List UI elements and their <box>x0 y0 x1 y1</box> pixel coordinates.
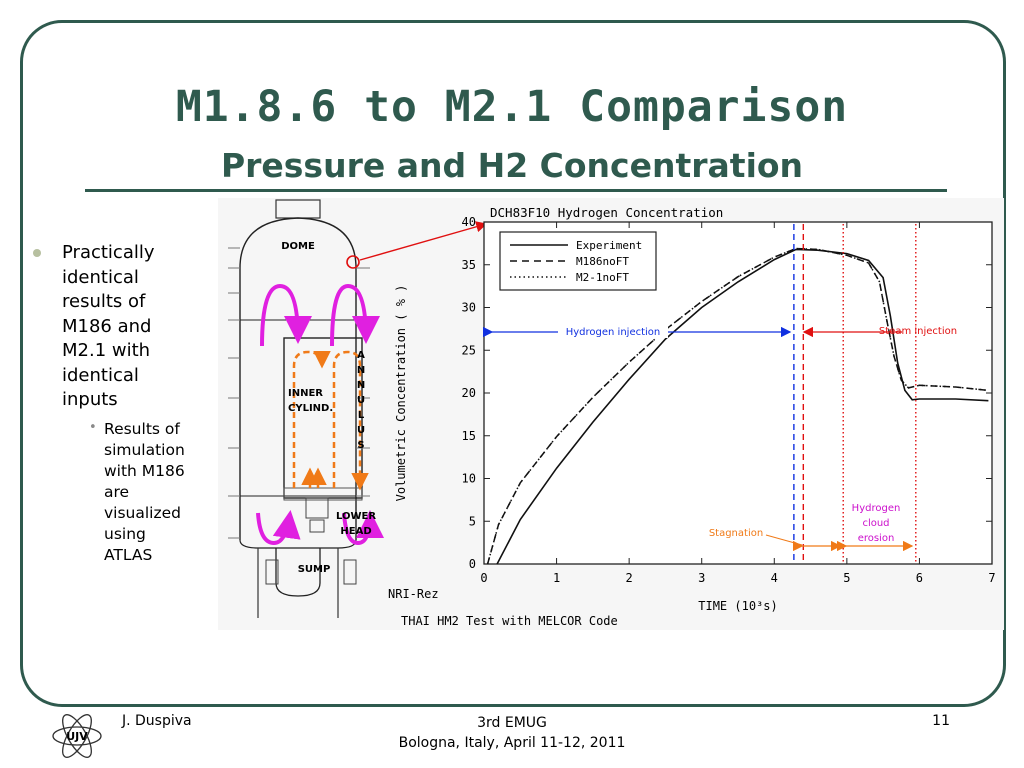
label-inner: INNER <box>288 388 323 399</box>
legend-label: Experiment <box>576 239 642 252</box>
bullet-icon <box>33 249 41 257</box>
label-head: HEAD <box>340 526 371 537</box>
stagnation-leader-line <box>765 534 803 546</box>
annotation-erosion: cloud <box>862 518 889 529</box>
x-tick-label: 6 <box>916 571 923 585</box>
footer-event-block: 3rd EMUG Bologna, Italy, April 11-12, 20… <box>362 713 662 753</box>
annulus-letter: N <box>357 380 365 391</box>
bullet-sub: Results of simulation with M186 are visu… <box>104 419 214 566</box>
y-tick-label: 40 <box>462 215 476 229</box>
bullet-line: identical <box>62 266 139 288</box>
nri-rez-label: NRI-Rez <box>388 587 439 601</box>
series-line-3 <box>486 247 989 565</box>
footer-location-date: Bologna, Italy, April 11-12, 2011 <box>398 735 626 751</box>
annotation-steam-injection: Steam injection <box>879 326 957 337</box>
marker-lines <box>793 224 917 563</box>
bullet-line: are <box>104 483 130 501</box>
annotation-erosion: Hydrogen <box>852 503 901 514</box>
annotation-hydrogen-injection: Hydrogen injection <box>566 327 661 338</box>
bullet-line: Results of <box>104 420 180 438</box>
sensor-marker-icon <box>346 255 360 269</box>
x-tick-label: 3 <box>698 571 705 585</box>
annulus-letter: U <box>357 395 365 406</box>
y-tick-label: 0 <box>469 557 476 571</box>
bullet-line: Practically <box>62 242 155 263</box>
legend-label: M2-1noFT <box>576 271 629 284</box>
bullet-line: inputs <box>62 389 118 410</box>
label-lower: LOWER <box>336 511 376 522</box>
y-tick-label: 20 <box>462 386 476 400</box>
vessel-diagram: DOME INNER CYLIND. A N N U L U S LOWER H… <box>228 199 384 618</box>
slide-title: M1.8.6 to M2.1 Comparison <box>175 82 849 132</box>
label-sump: SUMP <box>298 564 331 575</box>
bullet-line: visualized <box>104 504 182 522</box>
series-line-1 <box>496 248 989 565</box>
figure: DOME INNER CYLIND. A N N U L U S LOWER H… <box>218 198 1004 630</box>
bullet-line: identical <box>62 364 139 386</box>
annulus-letter: N <box>357 365 365 376</box>
sensor-connector-arrow <box>359 221 488 261</box>
page-number: 11 <box>932 713 950 729</box>
bullet-line: M186 and <box>62 315 152 337</box>
footer-event: 3rd EMUG <box>477 715 547 731</box>
x-tick-label: 4 <box>771 571 778 585</box>
x-tick-label: 5 <box>843 571 850 585</box>
x-tick-label: 0 <box>480 571 487 585</box>
annotation-stagnation: Stagnation <box>709 528 763 539</box>
bullet-line: simulation <box>104 441 185 459</box>
title-underline <box>85 189 947 192</box>
footer-author: J. Duspiva <box>122 713 192 729</box>
y-axis-label: Volumetric Concentration ( % ) <box>394 285 408 502</box>
x-axis-label: TIME (10³s) <box>698 599 777 613</box>
bullet-line: M2.1 with <box>62 340 151 361</box>
chart-caption: THAI HM2 Test with MELCOR Code <box>401 614 618 628</box>
annotation-bg <box>558 324 668 338</box>
y-tick-label: 25 <box>462 343 476 357</box>
x-tick-label: 1 <box>553 571 560 585</box>
annulus-letter: L <box>358 410 365 421</box>
bullet-line: with M186 <box>104 462 185 480</box>
x-tick-label: 2 <box>626 571 633 585</box>
legend: Experiment M186noFT M2-1noFT <box>499 231 657 291</box>
series-line-2 <box>486 247 989 565</box>
series-layer <box>486 247 989 565</box>
y-tick-label: 10 <box>462 472 476 486</box>
label-dome: DOME <box>281 241 315 252</box>
bullet-line: results of <box>62 291 146 312</box>
slide-subtitle: Pressure and H2 Concentration <box>220 146 804 185</box>
chart-title: DCH83F10 Hydrogen Concentration <box>490 205 723 220</box>
bullet-line: ATLAS <box>104 546 153 564</box>
sub-bullet-icon: • <box>89 420 97 435</box>
annotation-erosion: erosion <box>858 533 895 544</box>
label-cylind: CYLIND. <box>288 403 333 414</box>
y-tick-label: 30 <box>462 301 476 315</box>
y-axis: 0 5 10 15 20 25 30 35 40 <box>462 215 992 571</box>
y-tick-label: 5 <box>469 514 476 528</box>
chart: DCH83F10 Hydrogen Concentration 05101520… <box>388 205 996 628</box>
legend-label: M186noFT <box>576 255 629 268</box>
ujv-logo-icon: UJV <box>52 714 102 758</box>
annulus-letter: U <box>357 425 365 436</box>
x-tick-label: 7 <box>988 571 995 585</box>
label-annulus: A N N U L U S <box>357 350 365 451</box>
bullet-main: Practically identical results of M186 an… <box>62 241 212 413</box>
x-axis: 0 1 2 3 4 5 6 7 <box>480 222 996 585</box>
annulus-letter: S <box>357 440 364 451</box>
logo-text: UJV <box>66 730 88 743</box>
bullet-line: using <box>104 525 146 543</box>
y-tick-label: 15 <box>462 429 476 443</box>
annulus-letter: A <box>357 350 365 361</box>
y-tick-label: 35 <box>462 258 476 272</box>
